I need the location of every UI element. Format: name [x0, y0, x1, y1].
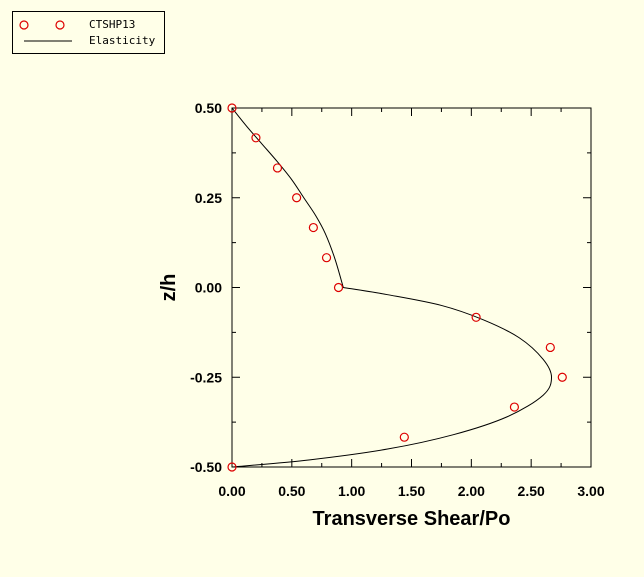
- data-point: [333, 282, 344, 293]
- x-tick-label: 2.50: [518, 483, 545, 499]
- data-point: [227, 103, 237, 113]
- tick-labels: 0.00 0.50 1.00 1.50 2.00 2.50 3.00 0.50 0.25 0.00…: [190, 100, 605, 499]
- y-tick-label: 0.25: [195, 190, 222, 206]
- legend-label-elasticity: Elasticity: [89, 34, 156, 47]
- legend-symbols: [19, 20, 72, 42]
- legend-marker-ctshp13-right: [55, 20, 65, 30]
- data-point: [308, 222, 318, 233]
- legend-label-ctshp13: CTSHP13: [89, 18, 136, 31]
- x-tick-label: 3.00: [577, 483, 604, 499]
- y-tick-label: -0.25: [190, 369, 222, 385]
- x-tick-label: 0.00: [218, 483, 245, 499]
- y-tick-label: -0.50: [190, 459, 222, 475]
- data-point: [399, 432, 409, 442]
- axis-ticks: [231, 107, 592, 468]
- legend: CTSHP13 Elasticity: [12, 11, 165, 54]
- data-point: [227, 462, 237, 472]
- data-point: [557, 372, 567, 382]
- x-tick-label: 1.50: [398, 483, 425, 499]
- data-point: [471, 312, 481, 322]
- legend-marker-ctshp13-left: [19, 20, 29, 30]
- data-point: [251, 133, 261, 143]
- data-point: [272, 163, 283, 173]
- y-tick-label: 0.50: [195, 100, 222, 116]
- y-axis-title: z/h: [158, 274, 180, 302]
- data-point: [509, 402, 520, 412]
- data-point: [292, 193, 302, 203]
- x-tick-label: 2.00: [458, 483, 485, 499]
- series-line-elasticity: [231, 107, 553, 468]
- data-point: [545, 342, 555, 353]
- x-tick-label: 0.50: [278, 483, 305, 499]
- plot-frame: [231, 107, 592, 468]
- y-tick-label: 0.00: [195, 280, 222, 296]
- x-tick-label: 1.00: [338, 483, 365, 499]
- x-axis-title: Transverse Shear/Po: [313, 508, 511, 530]
- series-markers-ctshp13: [227, 103, 567, 472]
- data-point: [321, 253, 332, 263]
